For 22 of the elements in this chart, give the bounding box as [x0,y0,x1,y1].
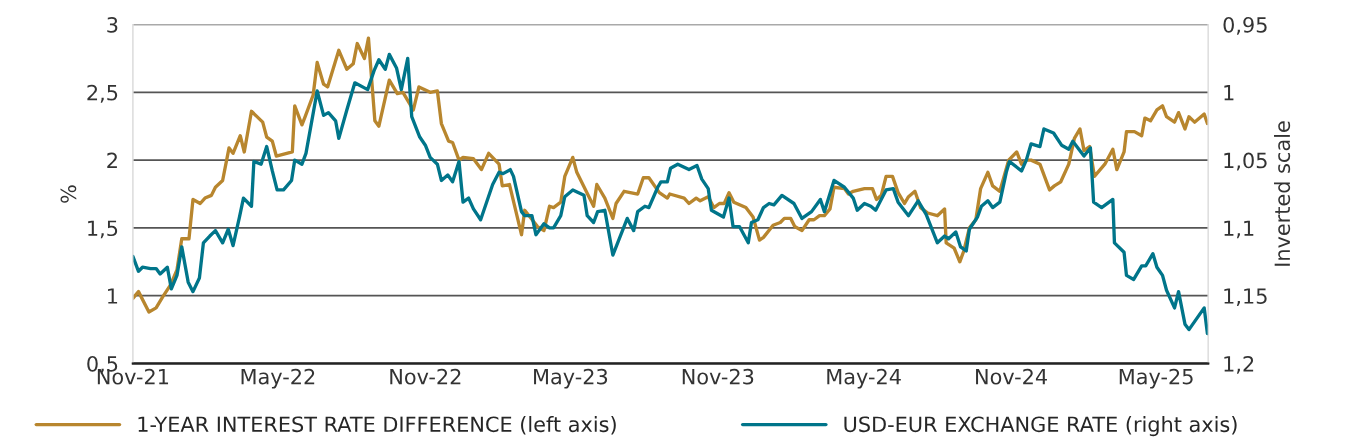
y2-tick-label: 1,2 [1224,355,1254,374]
y2-tick-label: 1,05 [1224,152,1267,171]
y-tick-label: 3 [107,16,118,33]
x-tick-label: May-24 [827,368,901,389]
y-tick-label: 1,5 [88,220,118,239]
x-tick-label: Nov-23 [682,368,754,385]
x-tick-label: Nov-22 [390,368,461,385]
x-tick-label: May-22 [241,368,315,389]
y-tick-label: 1 [108,288,118,304]
y-axis-title: % [60,185,77,203]
y-tick-label: 2,5 [87,84,118,103]
x-tick-label: May-23 [534,368,608,389]
y-tick-label: 2 [107,152,117,169]
legend-label: USD-EUR EXCHANGE RATE (right axis) [844,416,1237,437]
y2-tick-label: 0,95 [1223,16,1267,35]
legend-label: 1-YEAR INTEREST RATE DIFFERENCE (left axis) [138,416,616,435]
x-tick-label: May-25 [1119,368,1193,389]
y2-axis-title: Inverted scale [1274,121,1291,266]
x-tick-label: Nov-24 [976,368,1047,385]
y2-tick-label: 1,15 [1224,288,1267,307]
y2-tick-label: 1 [1224,85,1234,101]
y2-tick-label: 1,1 [1224,220,1254,239]
